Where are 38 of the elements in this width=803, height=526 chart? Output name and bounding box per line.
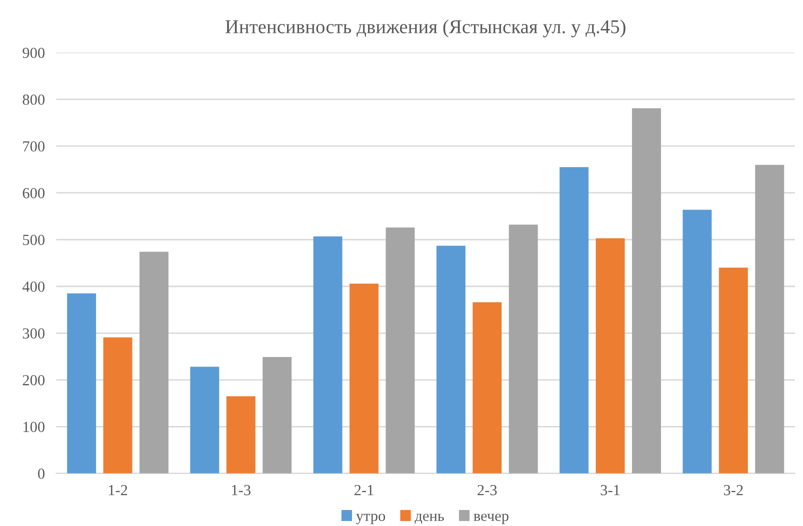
y-tick-label: 400 — [22, 282, 45, 292]
bar — [350, 284, 379, 474]
x-tick-label: 2-3 — [478, 484, 497, 496]
bar — [472, 302, 502, 474]
y-tick-label: 600 — [22, 188, 45, 198]
bar — [313, 236, 342, 474]
legend-label: утро — [356, 514, 386, 524]
bar — [436, 246, 466, 474]
y-tick-label: 100 — [24, 422, 45, 432]
chart-title: Интенсивность движения (Ястынская ул. у д.45) — [225, 20, 626, 38]
x-tick-label: 1-2 — [108, 484, 128, 496]
bar — [560, 167, 589, 474]
y-tick-label: 200 — [22, 375, 45, 386]
y-tick-label: 0 — [38, 468, 45, 479]
bar — [67, 293, 96, 474]
bar — [190, 366, 220, 474]
bar — [226, 396, 256, 474]
y-tick-label: 300 — [22, 328, 45, 339]
x-tick-label: 2-1 — [354, 484, 374, 496]
bar — [103, 337, 132, 474]
bar — [386, 227, 415, 474]
bar — [140, 252, 168, 474]
x-tick-label: 3-1 — [600, 484, 620, 496]
bar — [508, 224, 538, 474]
bar — [596, 238, 625, 474]
bar — [718, 268, 748, 474]
legend-label: вечер — [474, 514, 508, 524]
bar — [262, 356, 292, 474]
bar — [632, 108, 661, 474]
y-tick-label: 900 — [22, 48, 45, 58]
bar — [755, 164, 784, 474]
bar — [682, 210, 712, 474]
y-tick-label: 700 — [23, 141, 45, 152]
legend-label: день — [414, 514, 444, 524]
y-tick-label: 800 — [22, 94, 45, 105]
x-tick-label: 3-2 — [724, 484, 743, 496]
x-tick-label: 1-3 — [232, 484, 250, 496]
y-tick-label: 500 — [23, 234, 45, 246]
